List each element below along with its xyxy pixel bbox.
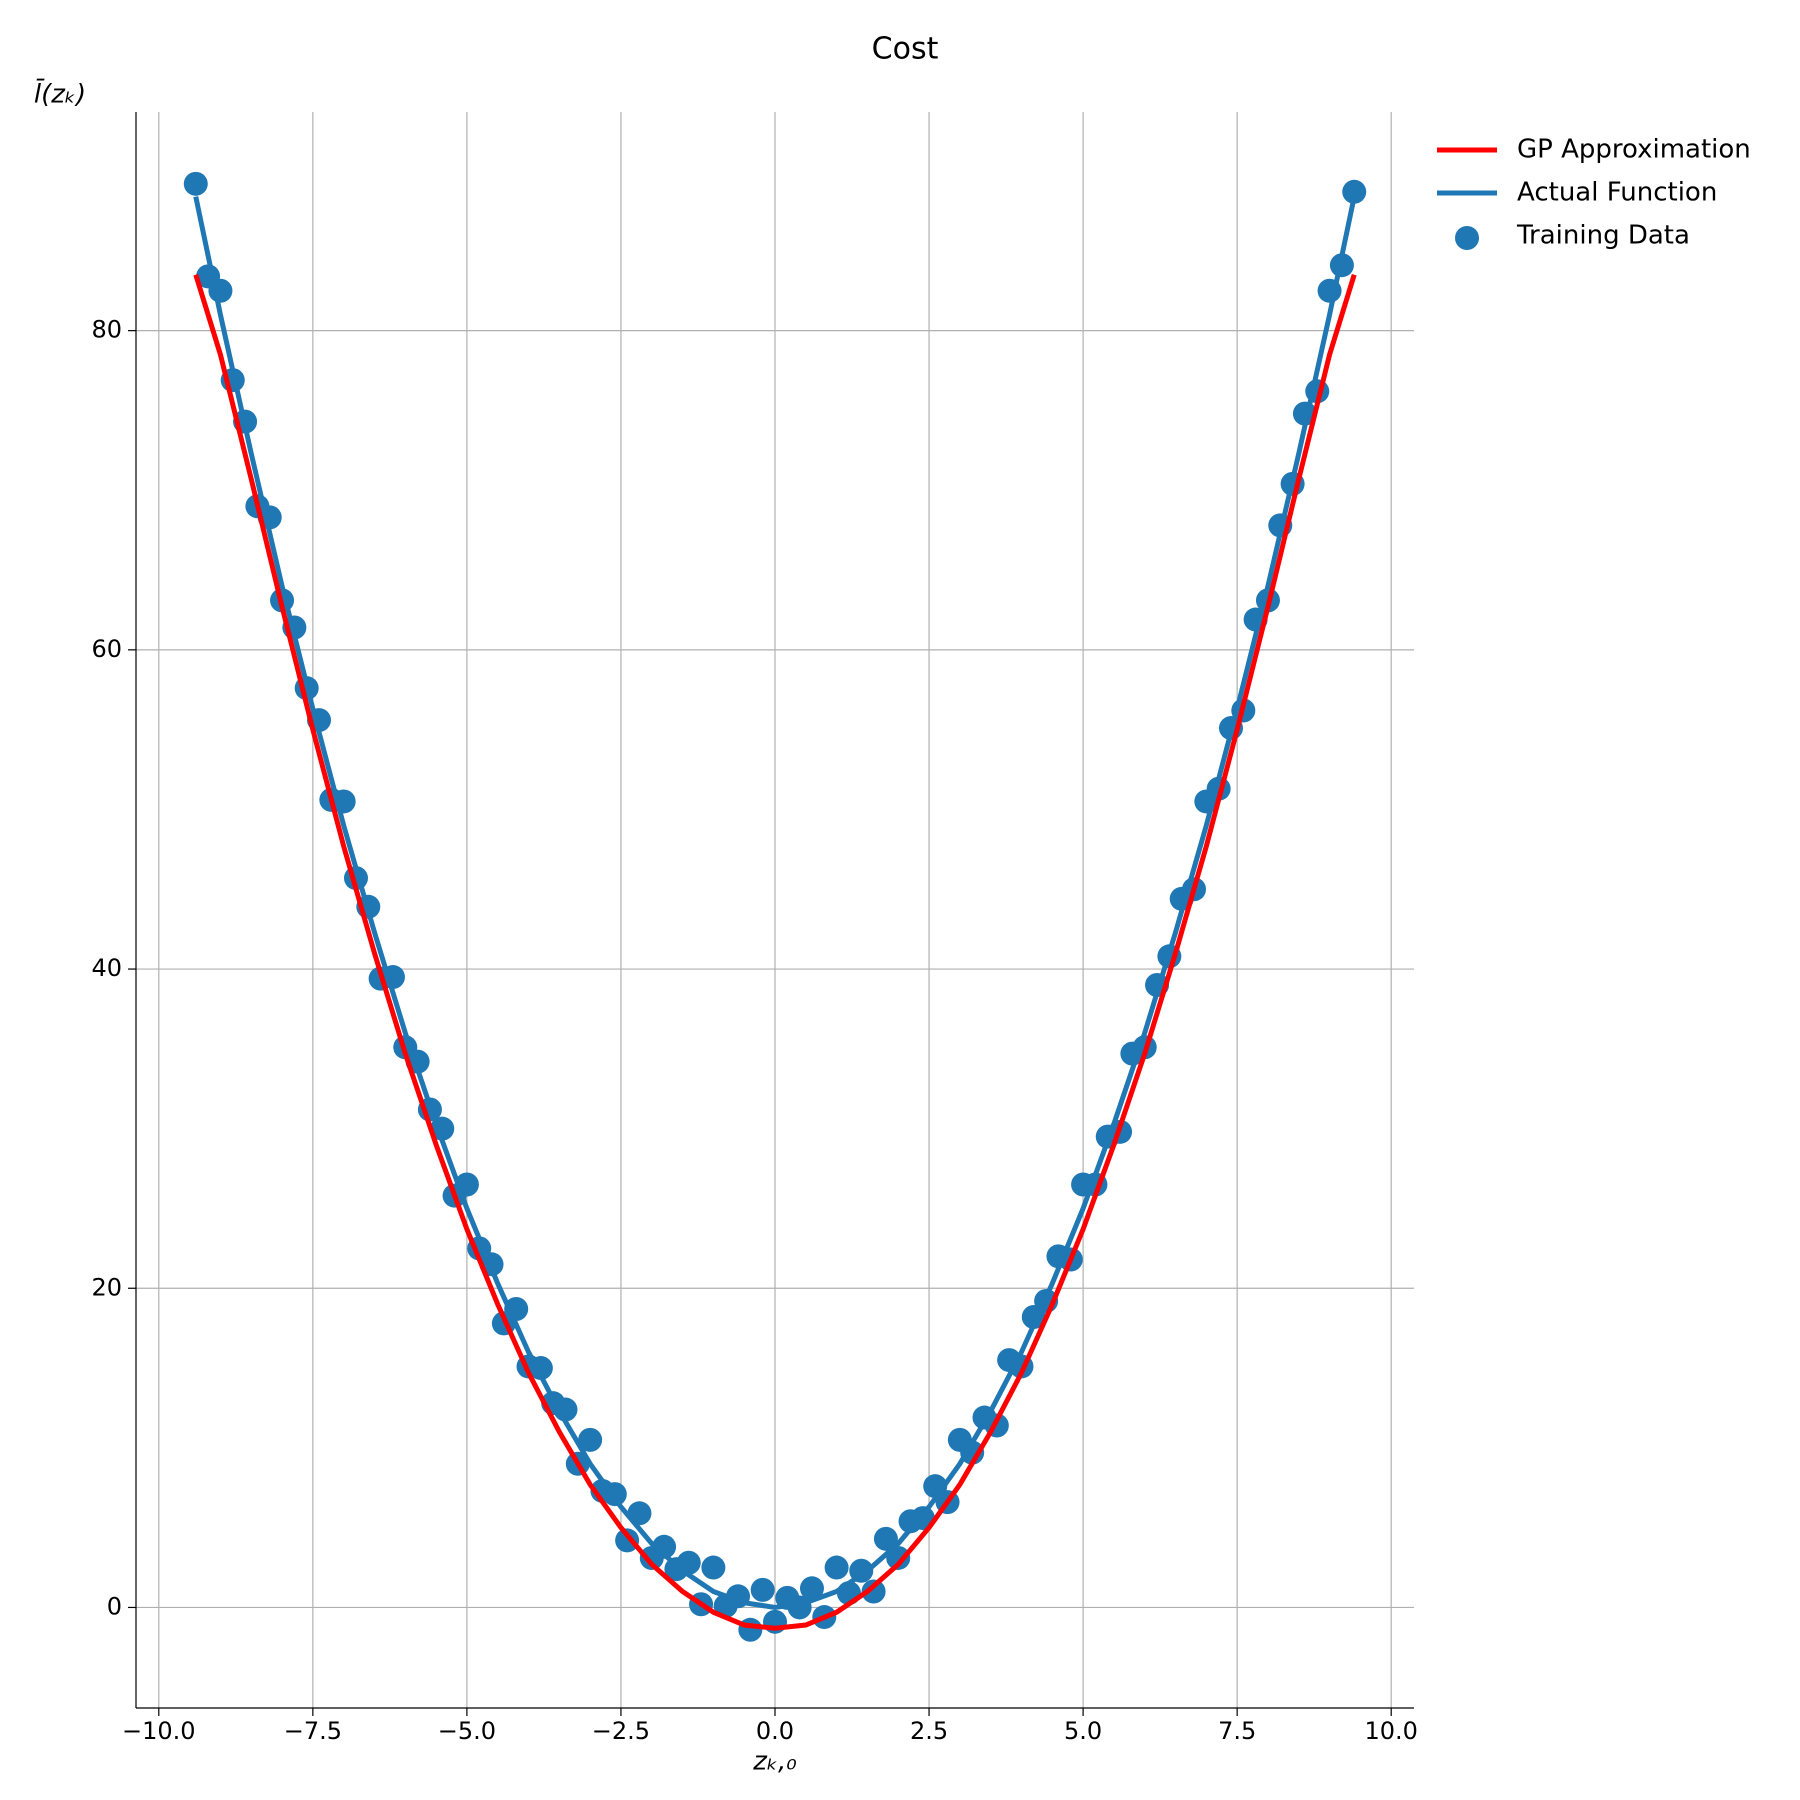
x-tick-label: 10.0 xyxy=(1364,1717,1417,1745)
x-tick-label: 0.0 xyxy=(756,1717,794,1745)
scatter-point xyxy=(578,1427,603,1452)
x-tick-label: 5.0 xyxy=(1064,1717,1102,1745)
scatter-point xyxy=(183,171,208,196)
x-tick-label: 2.5 xyxy=(910,1717,948,1745)
scatter-point xyxy=(701,1555,726,1580)
line-series xyxy=(193,196,1357,1610)
scatter-point xyxy=(873,1526,898,1551)
y-tick-label: 20 xyxy=(91,1273,122,1301)
legend-label: Actual Function xyxy=(1517,178,1717,208)
x-tick-label: −5.0 xyxy=(438,1717,496,1745)
line-series xyxy=(193,274,1357,1631)
legend-swatch xyxy=(1455,226,1479,250)
x-tick-label: −7.5 xyxy=(284,1717,342,1745)
y-tick-label: 80 xyxy=(91,316,122,344)
x-axis-label: zₖ,₀ xyxy=(752,1747,797,1777)
x-tick-label: 7.5 xyxy=(1218,1717,1256,1745)
legend-label: GP Approximation xyxy=(1517,135,1751,165)
legend-label: Training Data xyxy=(1516,221,1690,251)
y-tick-label: 40 xyxy=(91,954,122,982)
y-tick-label: 0 xyxy=(107,1592,122,1620)
scatter-point xyxy=(799,1576,824,1601)
x-tick-label: −10.0 xyxy=(122,1717,196,1745)
y-tick-label: 60 xyxy=(91,635,122,663)
scatter-point xyxy=(960,1440,985,1465)
scatter-point xyxy=(824,1555,849,1580)
scatter-point xyxy=(615,1528,640,1553)
scatter-point xyxy=(652,1534,677,1559)
scatter-point xyxy=(861,1579,886,1604)
x-tick-label: −2.5 xyxy=(592,1717,650,1745)
y-axis-label: l̄(zₖ) xyxy=(34,78,86,110)
scatter-point xyxy=(750,1577,775,1602)
scatter-point xyxy=(1342,179,1367,204)
chart-title: Cost xyxy=(872,32,939,67)
